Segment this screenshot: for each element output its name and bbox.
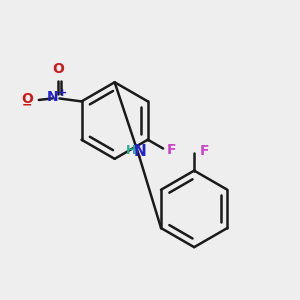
Text: +: +	[58, 88, 67, 98]
Text: N: N	[46, 90, 58, 104]
Text: F: F	[200, 144, 209, 158]
Text: −: −	[21, 99, 32, 112]
Text: F: F	[167, 143, 176, 157]
Text: N: N	[134, 144, 147, 159]
Text: O: O	[22, 92, 34, 106]
Text: O: O	[52, 62, 64, 76]
Text: H: H	[126, 144, 136, 157]
